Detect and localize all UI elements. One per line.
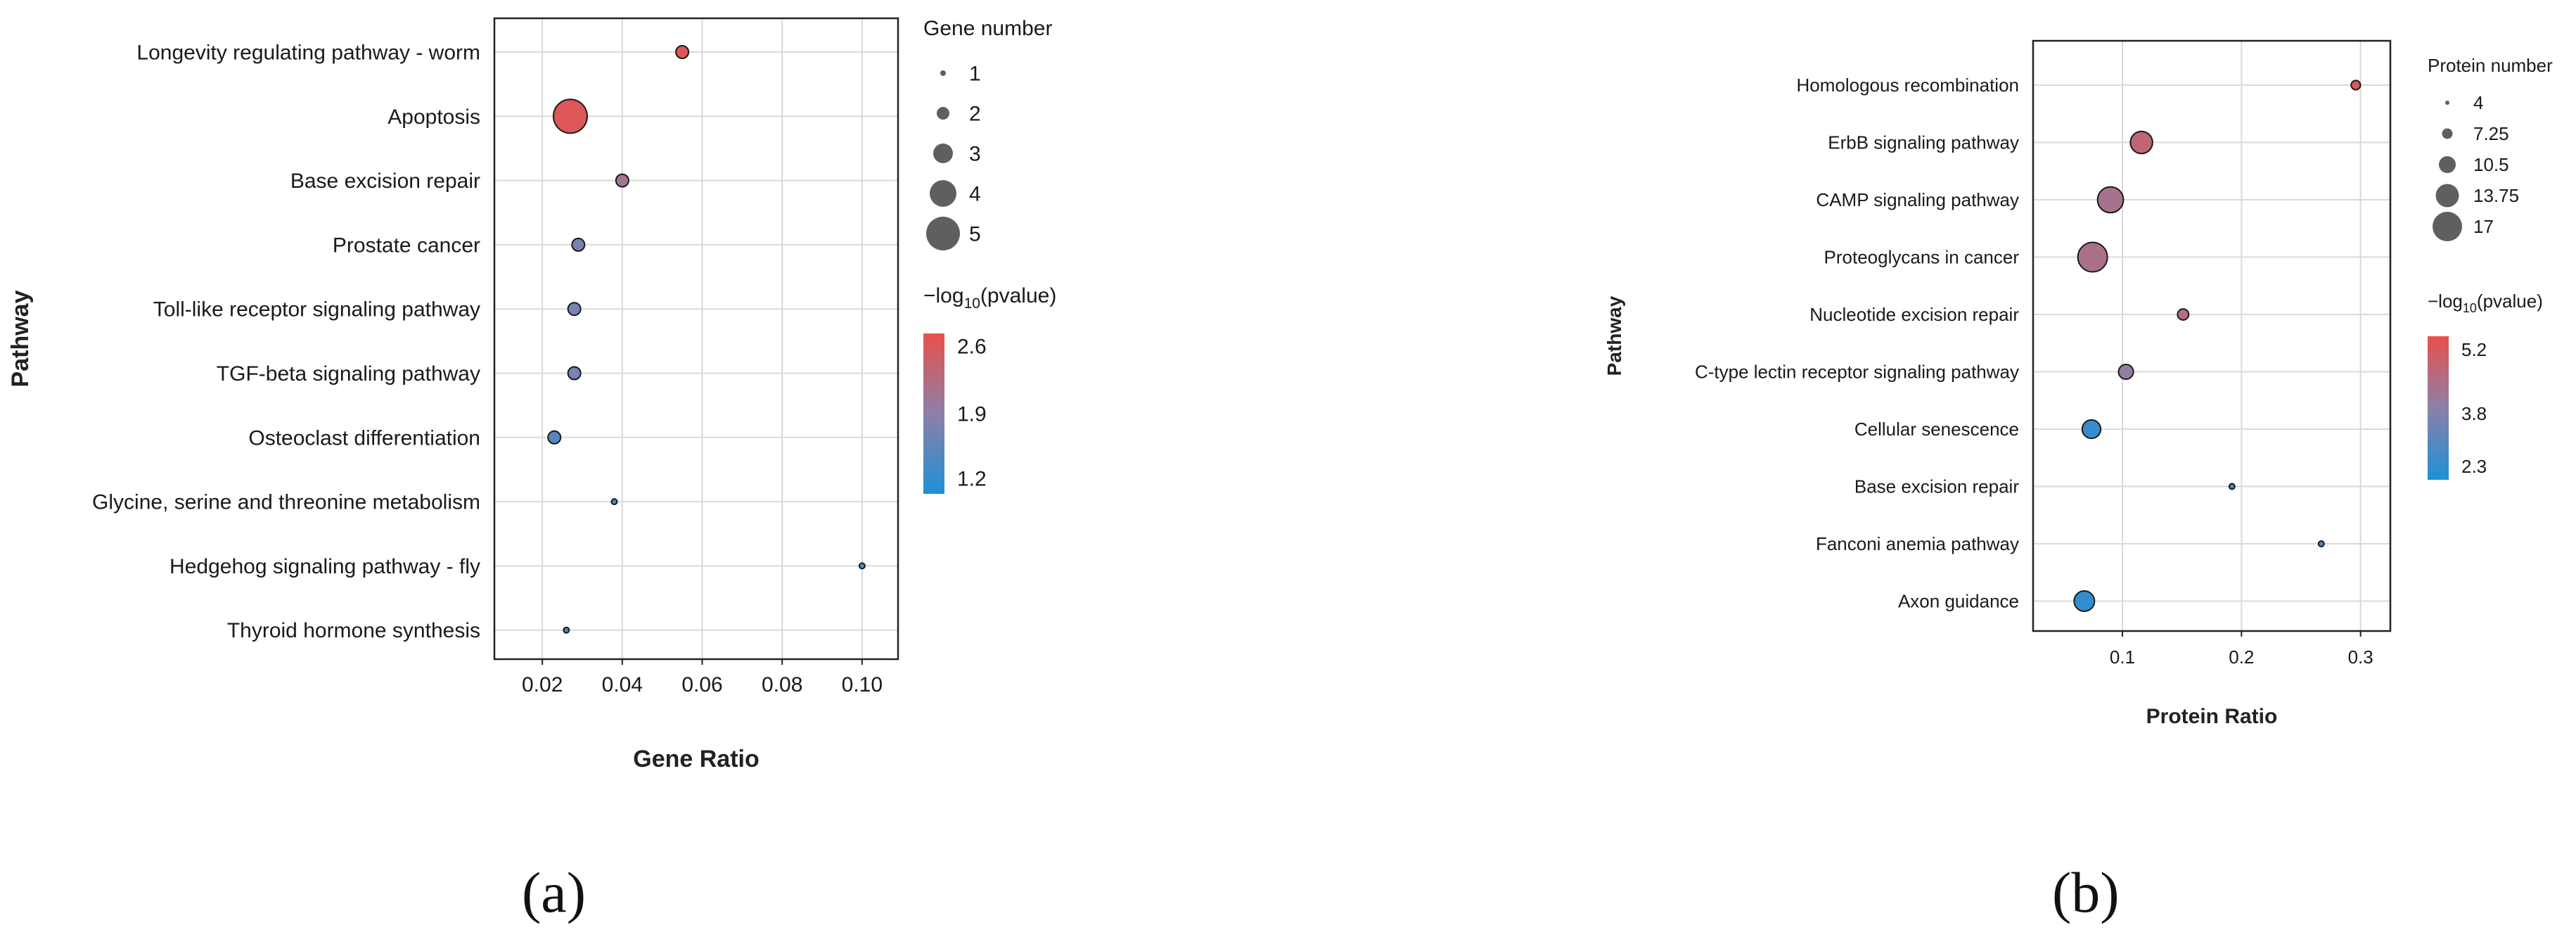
y-tick-label: C-type lectin receptor signaling pathway	[1695, 362, 2019, 383]
color-legend-title: −log10(pvalue)	[2428, 291, 2543, 315]
size-legend-label: 4	[2473, 92, 2483, 113]
y-tick-label: Proteoglycans in cancer	[1824, 247, 2020, 268]
data-point	[2129, 130, 2153, 155]
data-point	[547, 430, 562, 445]
x-axis-title: Protein Ratio	[2146, 705, 2278, 728]
size-legend-label: 5	[969, 223, 981, 246]
size-legend-circle	[2433, 212, 2462, 241]
chart-b: Homologous recombination ErbB signaling p…	[1603, 39, 2553, 728]
size-legend-label: 13.75	[2473, 185, 2519, 206]
color-legend-tick: 2.6	[957, 336, 987, 359]
data-point	[675, 45, 690, 59]
y-tick-label: TGF-beta signaling pathway	[217, 362, 480, 386]
y-tick-label: Prostate cancer	[333, 234, 480, 257]
size-legend-circle	[930, 180, 956, 207]
y-tick-label: Axon guidance	[1898, 591, 2019, 612]
color-legend-tick: 5.2	[2461, 339, 2487, 360]
y-tick-label: Toll-like receptor signaling pathway	[153, 298, 480, 321]
data-point	[2117, 363, 2134, 381]
size-legend-circle	[933, 144, 953, 163]
size-legend-label: 10.5	[2473, 154, 2509, 175]
x-tick-label: 0.08	[762, 673, 802, 696]
size-legend-circle	[2442, 128, 2453, 139]
size-legend-circle	[2439, 156, 2456, 173]
size-legend-circle	[2445, 101, 2449, 105]
data-point	[2077, 241, 2108, 273]
data-point	[563, 626, 570, 634]
panel-label-a: (a)	[522, 860, 587, 924]
size-legend-label: 1	[969, 63, 981, 86]
data-point	[2228, 483, 2236, 490]
y-tick-label: Nucleotide excision repair	[1809, 304, 2019, 325]
y-tick-label: Base excision repair	[1854, 476, 2019, 497]
y-tick-label: Base excision repair	[290, 170, 480, 193]
size-legend-title: Gene number	[923, 17, 1052, 40]
data-point	[567, 366, 582, 381]
y-axis-title: Pathway	[1603, 295, 1625, 376]
size-legend-label: 17	[2473, 216, 2494, 237]
y-tick-label: Longevity regulating pathway - worm	[136, 42, 480, 65]
panel-label-b: (b)	[2052, 860, 2120, 924]
plot-frame	[2032, 39, 2392, 632]
data-point	[2177, 308, 2190, 321]
x-tick-label: 0.1	[2110, 647, 2135, 668]
color-legend-tick: 1.2	[957, 468, 987, 491]
y-tick-label: Cellular senescence	[1854, 419, 2019, 440]
y-tick-label: Hedgehog signaling pathway - fly	[169, 555, 480, 578]
y-tick-label: CAMP signaling pathway	[1816, 189, 2019, 210]
data-point	[2081, 419, 2102, 440]
data-point	[615, 173, 629, 188]
data-point	[610, 498, 618, 506]
data-point	[2317, 540, 2325, 547]
size-legend-title: Protein number	[2428, 55, 2553, 76]
x-axis-title: Gene Ratio	[633, 746, 759, 772]
y-tick-label: Osteoclast differentiation	[248, 426, 480, 450]
data-point	[571, 237, 586, 252]
size-legend-circle	[926, 217, 960, 250]
data-point	[2073, 590, 2096, 612]
color-legend-tick: 3.8	[2461, 403, 2487, 424]
color-legend-bar	[923, 333, 944, 494]
data-point	[2350, 79, 2362, 91]
x-tick-label: 0.10	[842, 673, 883, 696]
x-tick-label: 0.04	[602, 673, 643, 696]
y-tick-label: Fanconi anemia pathway	[1816, 533, 2019, 554]
color-legend-bar	[2428, 336, 2449, 480]
size-legend-label: 2	[969, 103, 981, 126]
y-tick-label: Thyroid hormone synthesis	[227, 619, 480, 642]
size-legend-label: 3	[969, 143, 981, 166]
size-legend-label: 7.25	[2473, 123, 2509, 144]
data-point	[2096, 186, 2125, 214]
size-legend-circle	[2435, 184, 2459, 208]
color-legend-title: −log10(pvalue)	[923, 284, 1056, 312]
y-tick-label: Apoptosis	[387, 106, 480, 129]
size-legend-circle	[940, 70, 946, 76]
x-tick-label: 0.02	[522, 673, 563, 696]
size-legend-label: 4	[969, 183, 981, 206]
size-legend-circle	[937, 107, 949, 120]
color-legend-tick: 1.9	[957, 403, 987, 426]
chart-a: Longevity regulating pathway - worm Apopt…	[7, 17, 1056, 772]
data-point	[567, 302, 582, 317]
x-tick-label: 0.3	[2348, 647, 2373, 668]
data-point	[552, 98, 588, 134]
x-tick-label: 0.2	[2229, 647, 2254, 668]
plot-frame	[493, 17, 899, 661]
y-axis-title: Pathway	[7, 290, 34, 387]
y-tick-label: Glycine, serine and threonine metabolism	[92, 491, 480, 514]
x-tick-label: 0.06	[681, 673, 722, 696]
y-tick-label: Homologous recombination	[1796, 75, 2019, 96]
data-point	[858, 562, 866, 570]
y-tick-label: ErbB signaling pathway	[1828, 132, 2019, 153]
color-legend-tick: 2.3	[2461, 456, 2487, 477]
